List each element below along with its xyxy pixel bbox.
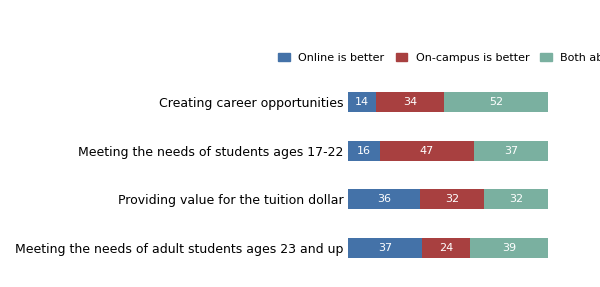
Bar: [470, 238, 548, 258]
Text: 14: 14: [355, 97, 369, 107]
Text: 32: 32: [445, 194, 459, 204]
Text: 16: 16: [357, 146, 371, 156]
Bar: [348, 189, 420, 210]
Bar: [380, 141, 474, 161]
Bar: [376, 92, 444, 113]
Text: 24: 24: [439, 243, 453, 253]
Text: 37: 37: [378, 243, 392, 253]
Text: 39: 39: [502, 243, 516, 253]
Text: 37: 37: [504, 146, 518, 156]
Text: 52: 52: [489, 97, 503, 107]
Bar: [420, 189, 484, 210]
Bar: [474, 141, 548, 161]
Text: 36: 36: [377, 194, 391, 204]
Text: 47: 47: [420, 146, 434, 156]
Bar: [348, 238, 422, 258]
Bar: [444, 92, 548, 113]
Text: 32: 32: [509, 194, 523, 204]
Legend: Online is better, On-campus is better, Both about the same: Online is better, On-campus is better, B…: [274, 49, 600, 67]
Bar: [348, 92, 376, 113]
Bar: [422, 238, 470, 258]
Bar: [348, 141, 380, 161]
Text: 34: 34: [403, 97, 417, 107]
Bar: [484, 189, 548, 210]
